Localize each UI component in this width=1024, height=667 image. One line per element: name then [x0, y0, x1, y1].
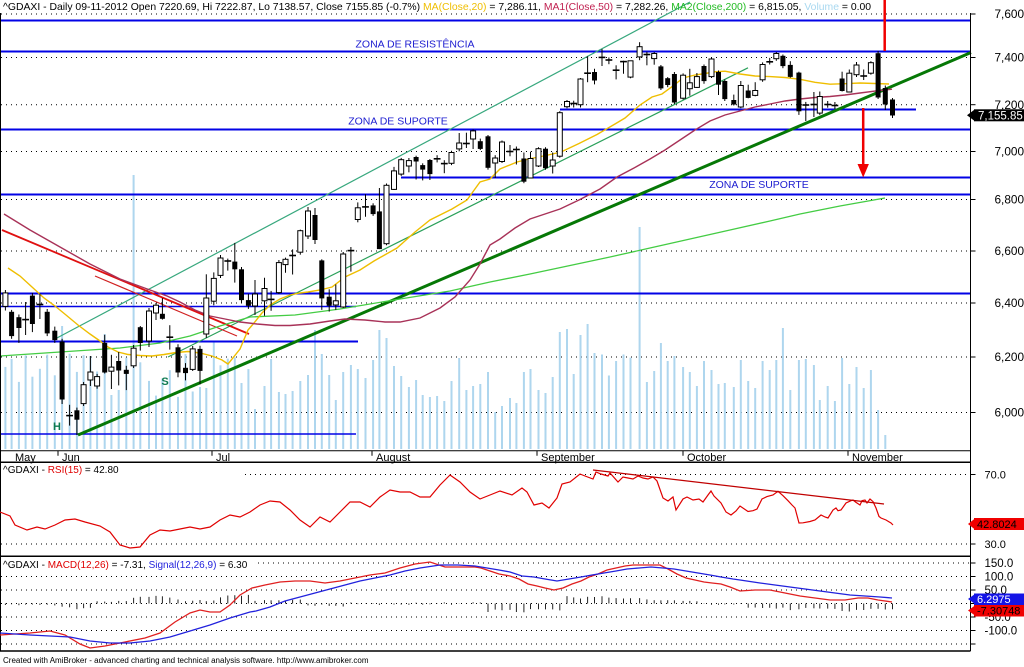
- svg-text:70.0: 70.0: [985, 470, 1006, 482]
- svg-text:150.0: 150.0: [985, 558, 1014, 570]
- svg-text:September: September: [541, 452, 595, 464]
- svg-text:6,400: 6,400: [995, 296, 1024, 310]
- svg-text:Jun: Jun: [62, 452, 80, 464]
- svg-text:100.0: 100.0: [985, 572, 1014, 584]
- svg-text:August: August: [376, 452, 410, 464]
- svg-text:S: S: [161, 376, 168, 388]
- svg-text:-7.30748: -7.30748: [977, 605, 1020, 617]
- svg-text:7,600: 7,600: [995, 7, 1024, 21]
- svg-text:Jul: Jul: [216, 452, 230, 464]
- svg-text:ZONA DE SUPORTE: ZONA DE SUPORTE: [348, 116, 448, 128]
- svg-text:6,600: 6,600: [995, 244, 1024, 258]
- svg-text:ZONA DE RESISTÊNCIA: ZONA DE RESISTÊNCIA: [355, 38, 474, 51]
- svg-text:^GDAXI - RSI(15) = 42.80: ^GDAXI - RSI(15) = 42.80: [3, 465, 119, 476]
- svg-text:6.2975: 6.2975: [977, 594, 1011, 606]
- svg-text:ZONA DE SUPORTE: ZONA DE SUPORTE: [709, 179, 809, 191]
- svg-text:7,155.85: 7,155.85: [978, 111, 1023, 123]
- svg-text:^GDAXI - Daily 09-11-2012 Open: ^GDAXI - Daily 09-11-2012 Open 7220.69, …: [3, 2, 871, 13]
- svg-text:October: October: [687, 452, 726, 464]
- svg-text:H: H: [53, 421, 61, 433]
- svg-text:November: November: [852, 452, 903, 464]
- svg-text:7,000: 7,000: [995, 145, 1024, 159]
- svg-text:^GDAXI - MACD(12,26) = -7.31,: ^GDAXI - MACD(12,26) = -7.31, Signal(12,…: [3, 560, 248, 571]
- svg-text:7,200: 7,200: [995, 98, 1024, 112]
- svg-text:7,400: 7,400: [995, 51, 1024, 65]
- svg-text:6,200: 6,200: [995, 350, 1024, 364]
- svg-text:-100.0: -100.0: [985, 626, 1018, 638]
- svg-text:30.0: 30.0: [985, 539, 1006, 551]
- svg-text:May: May: [15, 452, 36, 464]
- svg-text:6,800: 6,800: [995, 193, 1024, 207]
- svg-text:42.8024: 42.8024: [977, 519, 1017, 531]
- svg-text:6,000: 6,000: [995, 406, 1024, 420]
- svg-text:Created with AmiBroker - advan: Created with AmiBroker - advanced charti…: [3, 656, 369, 665]
